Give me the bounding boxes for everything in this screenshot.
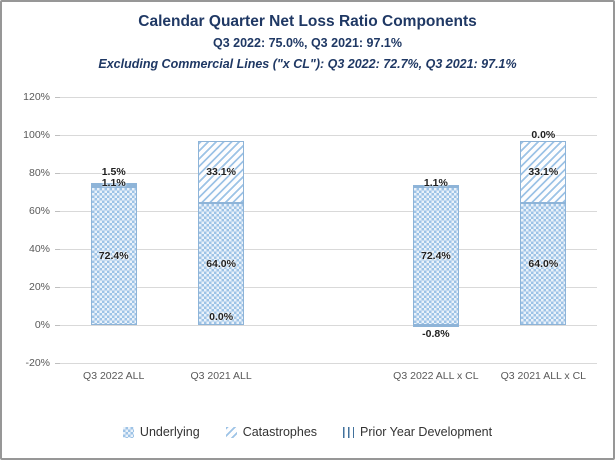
bar-data-label: 64.0% xyxy=(528,258,559,271)
bar-segment-checker xyxy=(90,187,137,325)
gridline xyxy=(60,325,597,326)
bar-data-label: 0.0% xyxy=(531,129,556,141)
legend-label: Prior Year Development xyxy=(360,425,493,439)
legend-item: Underlying xyxy=(122,425,200,439)
legend: Underlying Catastrophes Prior Year Develop… xyxy=(2,425,613,439)
y-tick-mark xyxy=(55,173,60,174)
gridline xyxy=(60,173,597,174)
bar-data-label: 1.1% xyxy=(423,177,448,190)
bar-data-label: 33.1% xyxy=(528,166,559,179)
gridline xyxy=(60,211,597,212)
bar-segment-vertical xyxy=(90,182,137,186)
bar-segment-diagonal xyxy=(520,140,567,204)
bar-segment-vertical xyxy=(412,325,459,327)
bar-segment-checker xyxy=(412,187,459,325)
chart-subtitle-excluding: Excluding Commercial Lines ("x CL"): Q3 … xyxy=(98,57,517,71)
y-tick-label: 100% xyxy=(23,129,50,141)
gridline xyxy=(60,97,597,98)
x-category-label: Q3 2022 ALL x CL xyxy=(393,370,479,382)
legend-label: Catastrophes xyxy=(242,425,318,439)
bar-data-label: -0.8% xyxy=(422,327,450,340)
y-tick-mark xyxy=(55,325,60,326)
y-tick-mark xyxy=(55,249,60,250)
gridline xyxy=(60,135,597,136)
gridline xyxy=(60,363,597,364)
legend-swatch-checker xyxy=(122,426,134,438)
y-tick-mark xyxy=(55,135,60,136)
bar-segment-diagonal xyxy=(198,140,245,204)
bar-segment-diagonal xyxy=(412,185,459,188)
gridline xyxy=(60,287,597,288)
y-tick-label: 80% xyxy=(28,167,50,179)
y-axis: 120% 100% 80% 60% 40% 20% 0% -20% xyxy=(2,91,56,369)
chart-title: Calendar Quarter Net Loss Ratio Componen… xyxy=(138,13,477,30)
bar-data-label: 33.1% xyxy=(206,166,236,179)
y-tick-label: 120% xyxy=(23,91,50,103)
bar-segment-checker xyxy=(198,203,245,325)
x-category-label: Q3 2021 ALL xyxy=(190,370,252,382)
y-tick-label: 60% xyxy=(28,205,50,217)
chart-subtitle: Q3 2022: 75.0%, Q3 2021: 97.1% xyxy=(212,36,402,50)
y-tick-label: -20% xyxy=(25,357,50,369)
y-tick-label: 20% xyxy=(28,281,50,293)
legend-item: Catastrophes xyxy=(225,425,318,439)
gridline xyxy=(60,249,597,250)
bar-data-label: 72.4% xyxy=(421,249,451,262)
y-tick-mark xyxy=(55,363,60,364)
bar-data-label: 0.0% xyxy=(209,311,234,324)
legend-item: Prior Year Development xyxy=(343,425,492,439)
bar-data-label: 72.4% xyxy=(98,249,129,262)
bar-data-label: 1.1% xyxy=(101,177,126,190)
y-tick-mark xyxy=(55,287,60,288)
bar-data-label: 1.5% xyxy=(101,166,126,179)
y-tick-mark xyxy=(55,97,60,98)
y-tick-label: 40% xyxy=(28,243,50,255)
x-category-label: Q3 2022 ALL xyxy=(83,370,145,382)
y-tick-label: 0% xyxy=(34,319,50,331)
bar-segment-checker xyxy=(520,203,567,325)
legend-label: Underlying xyxy=(139,425,200,439)
y-tick-mark xyxy=(55,211,60,212)
x-category-label: Q3 2021 ALL x CL xyxy=(500,370,587,382)
legend-swatch-diagonal xyxy=(225,426,237,438)
bar-data-label: 64.0% xyxy=(206,258,236,271)
legend-swatch-vertical xyxy=(343,426,355,438)
x-axis: Q3 2022 ALL Q3 2021 ALL Q3 2022 ALL x CL Q3… xyxy=(60,363,597,383)
bar-segment-diagonal xyxy=(90,185,137,188)
plot-area: 1.5% 1.1% 72.4% 33.1% 64.0% 0.0% 1.1% 72.4% -0.8… xyxy=(55,97,597,364)
